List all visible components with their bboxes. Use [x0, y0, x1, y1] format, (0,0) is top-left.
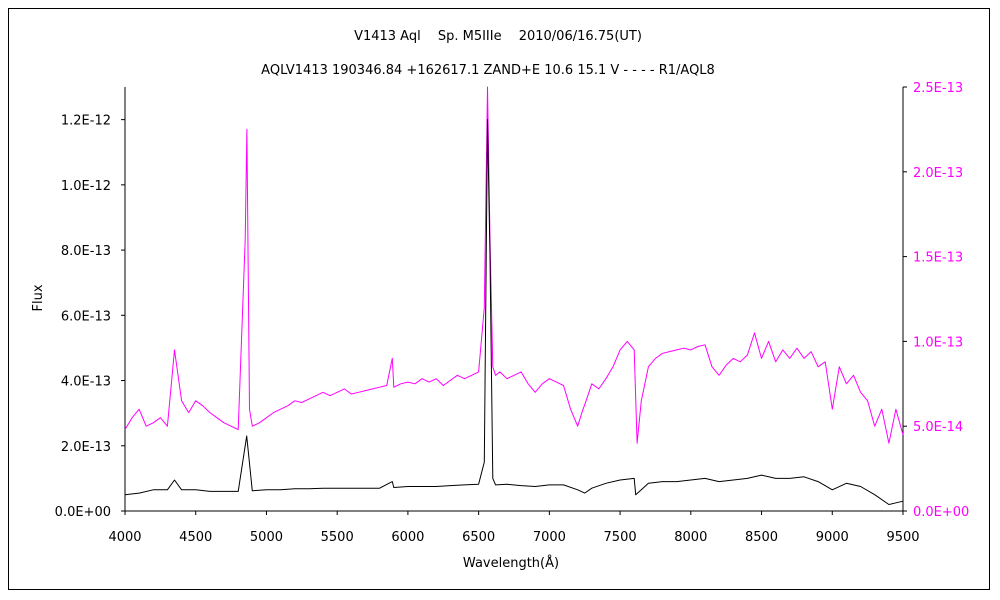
- x-tick-label: 7500: [604, 530, 637, 545]
- series-group: [124, 86, 904, 505]
- y-left-tick-label: 1.2E-12: [61, 114, 111, 129]
- y-left-tick-label: 4.0E-13: [61, 375, 111, 390]
- magenta-series-line: [124, 86, 904, 444]
- x-tick-label: 9500: [886, 530, 919, 545]
- y-right-tick-label: 1.5E-13: [913, 251, 963, 266]
- y-left-tick-label: 8.0E-13: [61, 244, 111, 259]
- y-left-tick-label: 6.0E-13: [61, 309, 111, 324]
- chart-frame: [8, 8, 990, 590]
- x-tick-label: 6000: [391, 530, 424, 545]
- x-tick-label: 8500: [745, 530, 778, 545]
- y-axis-label: Flux: [31, 284, 46, 311]
- y-right-tick-label: 1.0E-13: [913, 335, 963, 350]
- y-left-tick-label: 1.0E-12: [61, 179, 111, 194]
- x-axis-label: Wavelength(Å): [463, 555, 559, 571]
- y-left-tick-label: 2.0E-13: [61, 440, 111, 455]
- axes: [124, 87, 904, 512]
- y-right-tick-label: 0.0E+00: [913, 505, 969, 520]
- x-tick-label: 6500: [462, 530, 495, 545]
- x-tick-label: 4000: [108, 530, 141, 545]
- x-tick-label: 7000: [533, 530, 566, 545]
- x-tick-label: 5500: [321, 530, 354, 545]
- x-tick-label: 9000: [816, 530, 849, 545]
- x-tick-label: 4500: [179, 530, 212, 545]
- y-right-tick-label: 5.0E-14: [913, 420, 963, 435]
- chart-title: V1413 Aql Sp. M5IIIe 2010/06/16.75(UT): [354, 29, 642, 44]
- chart-subtitle: AQLV1413 190346.84 +162617.1 ZAND+E 10.6…: [261, 63, 715, 78]
- x-tick-label: 5000: [250, 530, 283, 545]
- x-tick-label: 8000: [674, 530, 707, 545]
- ticks: 4000 4500 5000 5500 6000 6500 7000 7500 8000 8500…: [55, 81, 970, 545]
- black-series-line: [124, 119, 904, 505]
- y-right-tick-label: 2.5E-13: [913, 81, 963, 96]
- y-left-tick-label: 0.0E+00: [55, 505, 111, 520]
- y-right-tick-label: 2.0E-13: [913, 166, 963, 181]
